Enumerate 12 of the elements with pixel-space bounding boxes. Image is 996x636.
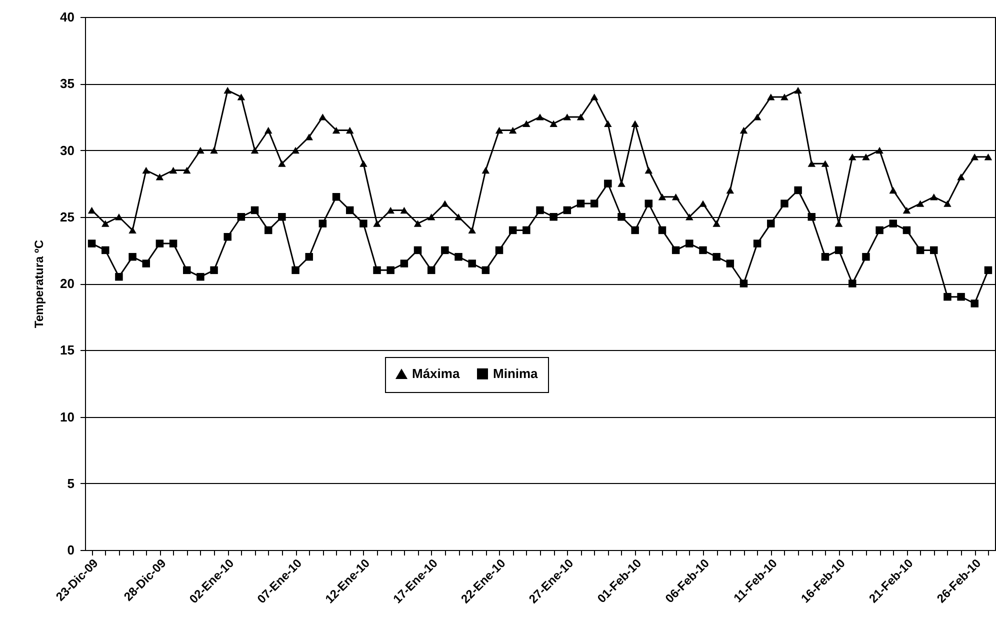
y-tick-label: 25 <box>60 209 74 224</box>
y-tick-label: 20 <box>60 276 74 291</box>
y-tick-label: 30 <box>60 142 74 158</box>
y-tick-label: 35 <box>60 76 74 92</box>
legend-label: Máxima <box>412 366 460 382</box>
y-tick-label: 0 <box>67 542 74 558</box>
y-tick-label: 15 <box>60 342 74 358</box>
y-tick-label: 5 <box>67 476 74 491</box>
y-tick-label: 40 <box>60 10 74 24</box>
legend-label: Minima <box>493 366 539 381</box>
y-axis-title: Temperatura ºC <box>32 240 46 328</box>
y-tick-label: 10 <box>60 409 74 424</box>
